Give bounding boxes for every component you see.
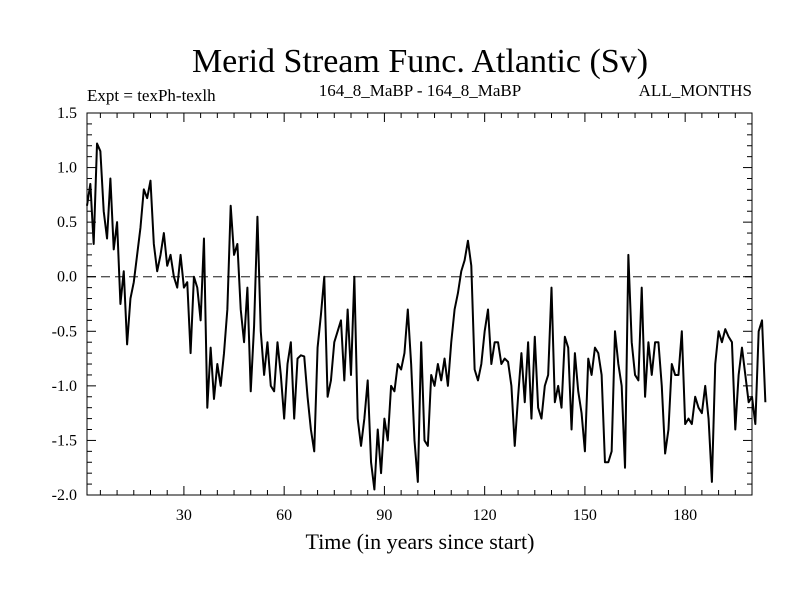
y-tick-label: -0.5 [52, 323, 77, 340]
y-tick-label: 1.0 [57, 160, 77, 177]
y-tick-label: 0.0 [57, 269, 77, 286]
subtitle-left: Expt = texPh-texlh [87, 86, 216, 105]
x-tick-label: 30 [176, 507, 192, 524]
chart-title: Merid Stream Func. Atlantic (Sv) [192, 43, 648, 80]
x-tick-label: 180 [673, 507, 697, 524]
x-axis-label: Time (in years since start) [306, 529, 535, 554]
x-tick-label: 120 [473, 507, 497, 524]
subtitle-center: 164_8_MaBP - 164_8_MaBP [319, 81, 521, 100]
y-tick-label: -1.5 [52, 432, 77, 449]
y-tick-label: -2.0 [52, 487, 77, 504]
x-tick-label: 60 [276, 507, 292, 524]
series-line [86, 142, 767, 491]
x-tick-label: 90 [376, 507, 392, 524]
plot-frame [86, 112, 753, 496]
x-tick-label: 150 [573, 507, 597, 524]
y-tick-label: -1.0 [52, 378, 77, 395]
y-tick-label: 0.5 [57, 214, 77, 231]
y-tick-label: 1.5 [57, 105, 77, 122]
subtitle-right: ALL_MONTHS [639, 81, 752, 100]
